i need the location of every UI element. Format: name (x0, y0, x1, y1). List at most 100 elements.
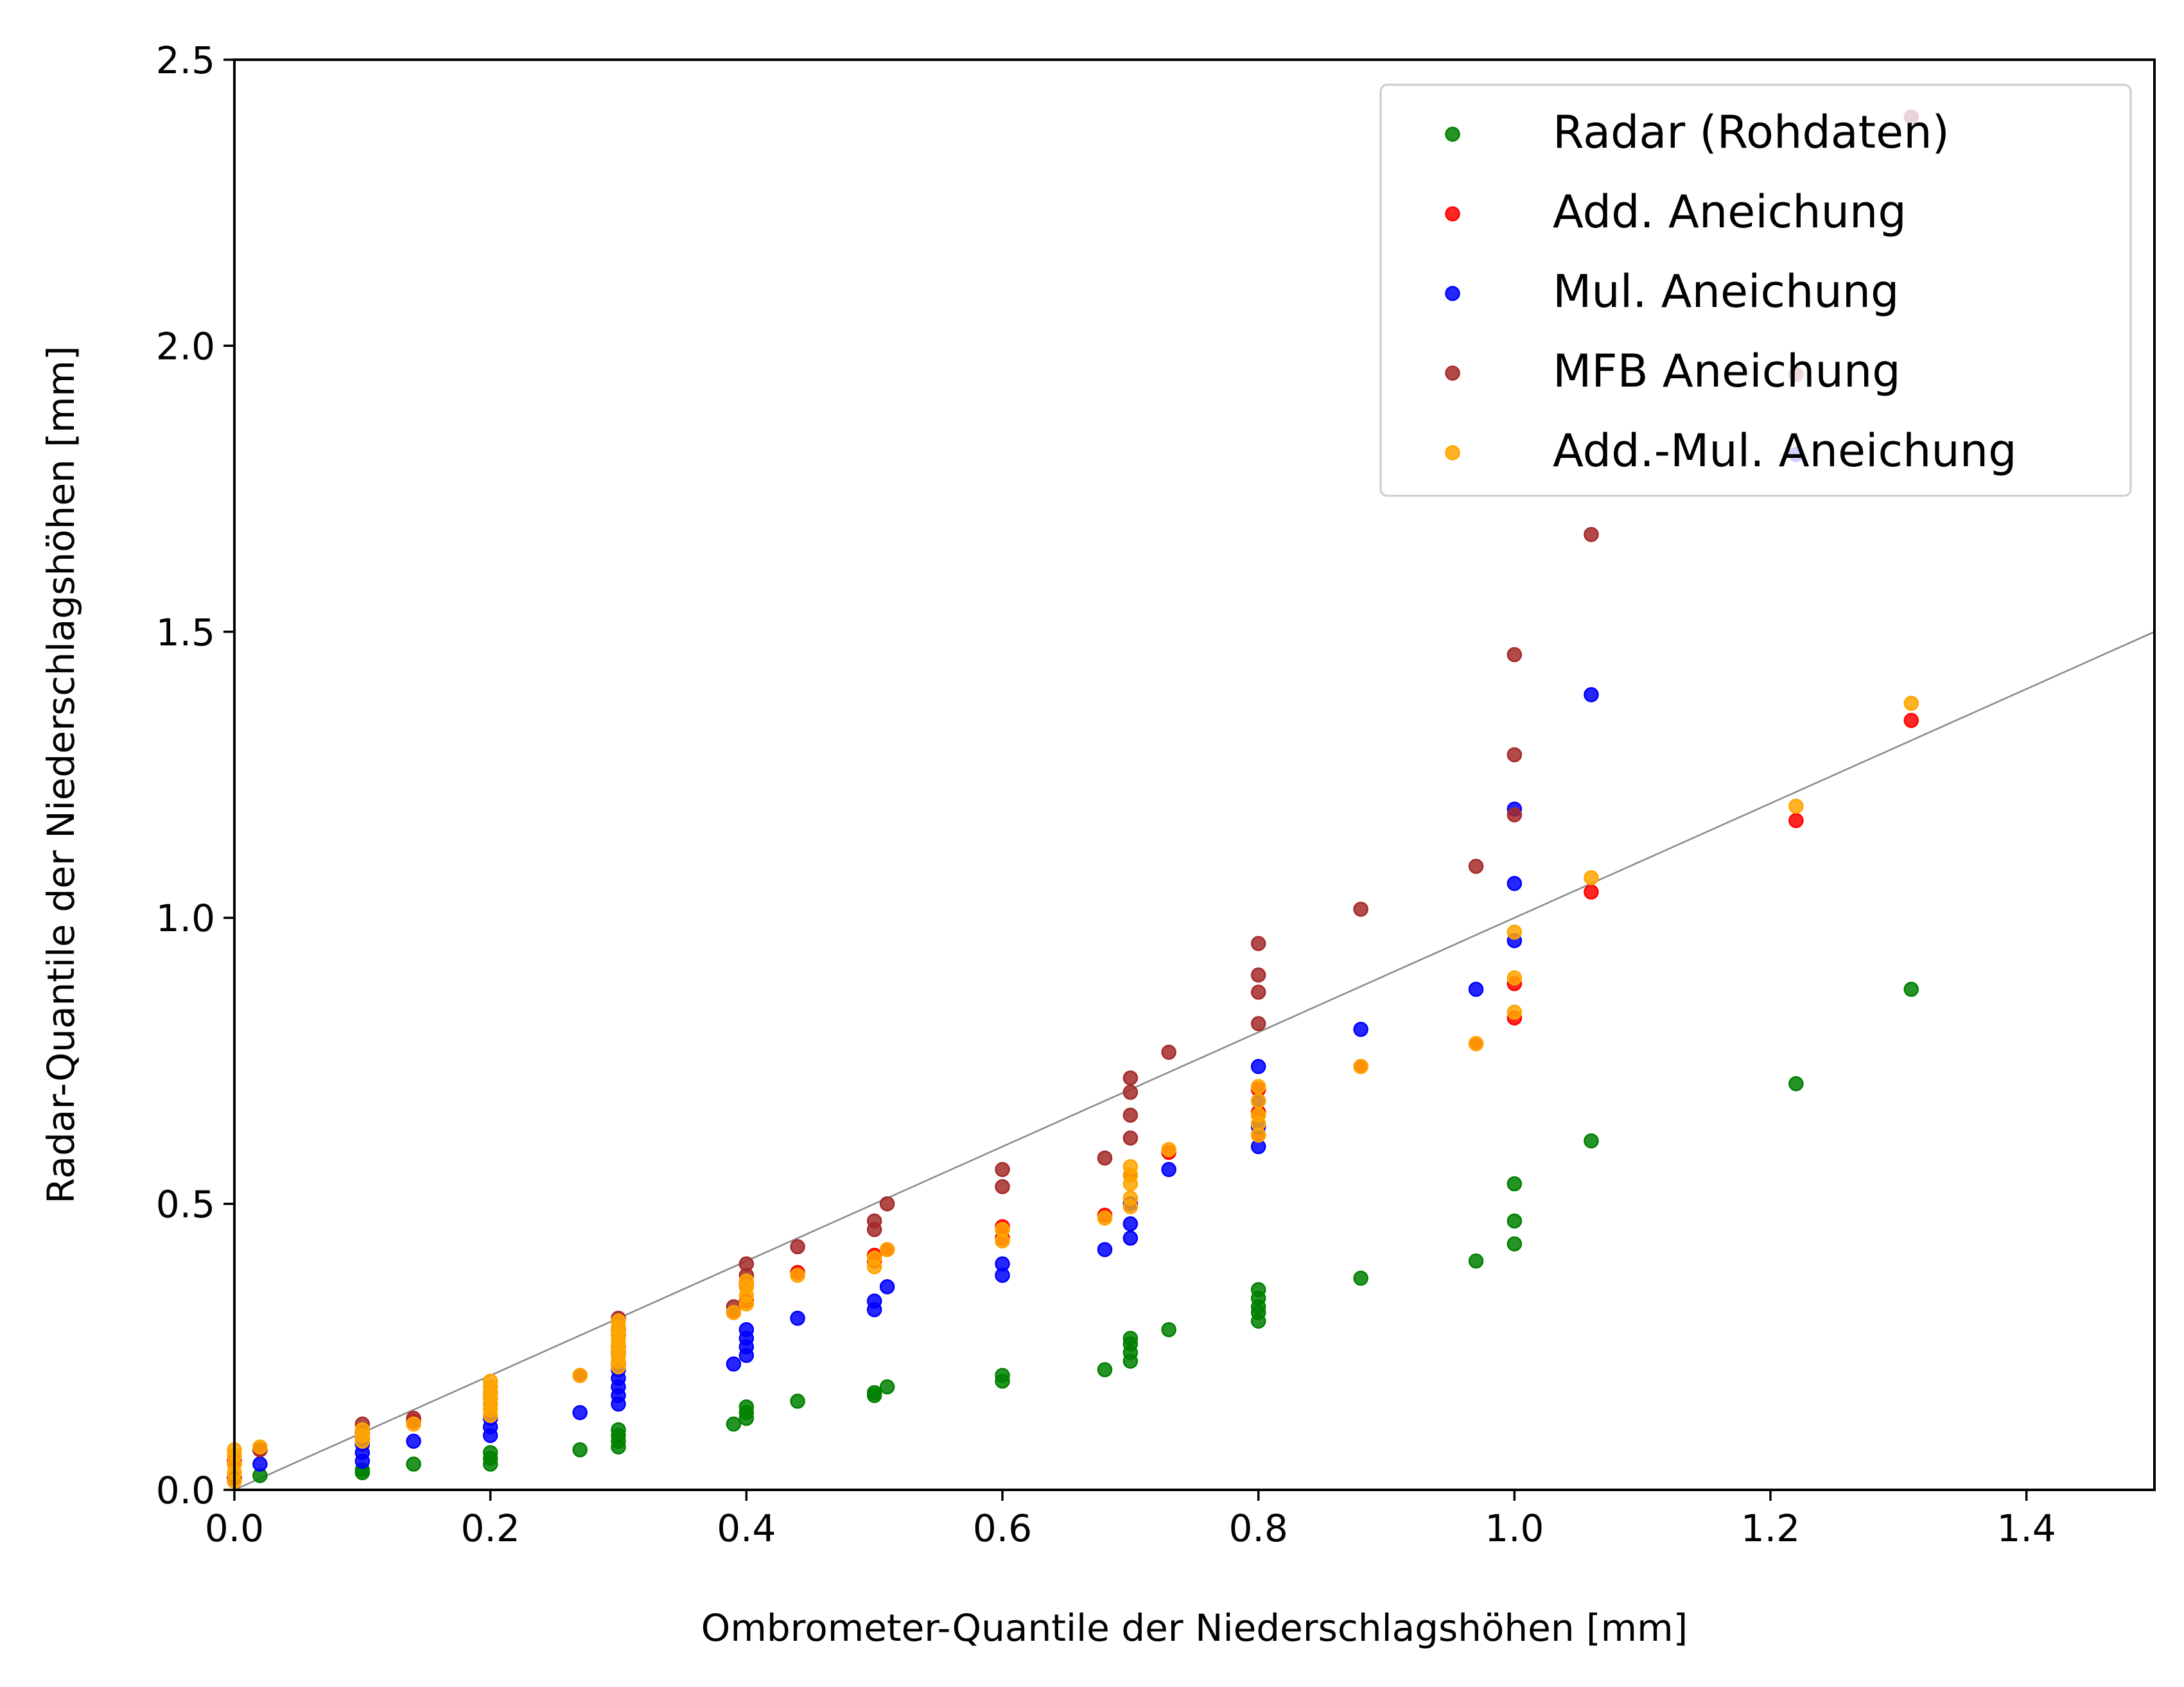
data-point (866, 1293, 882, 1309)
data-point (1507, 1213, 1523, 1229)
data-point (1903, 713, 1919, 728)
data-point (1507, 747, 1523, 763)
data-point (1468, 859, 1484, 874)
data-point (1468, 1253, 1484, 1269)
legend-label: MFB Aneichung (1553, 345, 1901, 398)
data-point (1903, 695, 1919, 711)
data-point (1507, 876, 1523, 891)
data-point (1507, 1236, 1523, 1252)
data-point (1353, 1022, 1368, 1037)
reference-line (234, 631, 2155, 1491)
data-point (879, 1196, 895, 1212)
data-point (406, 1416, 421, 1432)
y-tick-label: 1.5 (156, 611, 215, 654)
legend-label: Radar (Rohdaten) (1553, 106, 1950, 159)
legend: Radar (Rohdaten) Add. Aneichung Mul. Aneic… (1379, 83, 2132, 497)
data-point (1507, 924, 1523, 940)
legend-marker (1445, 365, 1460, 381)
data-point (1250, 936, 1266, 952)
data-point (1507, 1004, 1523, 1020)
legend-marker (1445, 127, 1460, 142)
legend-item: MFB Aneichung (1445, 345, 1901, 398)
legend-item: Mul. Aneichung (1445, 265, 1900, 318)
data-point (1123, 1107, 1139, 1123)
data-point (1123, 1190, 1139, 1206)
legend-item: Radar (Rohdaten) (1445, 106, 1950, 159)
data-point (738, 1322, 755, 1338)
y-axis-ticks: 0.0 0.5 1.0 1.5 2.0 2.5 (156, 39, 234, 1512)
legend-item: Add. Aneichung (1445, 186, 1907, 238)
legend-box (1379, 83, 2132, 497)
data-point (866, 1213, 882, 1229)
data-point (1584, 687, 1599, 703)
data-point (995, 1221, 1010, 1237)
data-point (790, 1394, 805, 1409)
x-tick-label: 0.4 (717, 1507, 776, 1550)
y-tick-label: 0.0 (156, 1469, 215, 1512)
x-tick-label: 1.4 (1997, 1507, 2056, 1550)
data-point (1123, 1230, 1139, 1246)
data-point (726, 1305, 742, 1320)
data-point (1353, 1059, 1368, 1074)
x-axis-ticks: 0.0 0.2 0.4 0.6 0.8 1.0 1.2 1.4 (205, 1490, 2056, 1550)
data-point (738, 1273, 755, 1289)
data-point (1468, 1036, 1484, 1051)
x-tick-label: 0.8 (1229, 1507, 1288, 1550)
data-point (1584, 870, 1599, 886)
data-point (866, 1250, 882, 1266)
data-point (1161, 1322, 1176, 1338)
data-point (1250, 1059, 1266, 1074)
data-point (726, 1416, 742, 1432)
data-point (1468, 981, 1484, 997)
data-point (1788, 1076, 1804, 1092)
x-tick-label: 0.6 (973, 1507, 1032, 1550)
data-point (1250, 967, 1266, 983)
reference-line-layer (234, 631, 2155, 1491)
legend-marker (1445, 206, 1460, 222)
data-point (1097, 1150, 1113, 1166)
x-axis-label: Ombrometer-Quantile der Niederschlagshöh… (701, 1606, 1688, 1650)
series-5 (227, 695, 1919, 1489)
data-point (1507, 807, 1523, 823)
x-tick-label: 0.0 (205, 1507, 264, 1550)
data-point (1507, 647, 1523, 663)
data-point (726, 1356, 742, 1372)
data-point (1123, 1158, 1139, 1175)
data-point (1097, 1362, 1113, 1377)
data-point (1123, 1331, 1139, 1346)
legend-label: Add. Aneichung (1553, 186, 1907, 238)
data-point (1161, 1142, 1176, 1157)
data-point (1353, 1270, 1368, 1286)
data-point (995, 1179, 1010, 1194)
y-tick-label: 2.5 (156, 39, 215, 82)
data-point (790, 1311, 805, 1326)
data-point (572, 1404, 588, 1420)
data-point (1584, 527, 1599, 543)
data-point (1250, 1282, 1266, 1297)
data-point (406, 1433, 421, 1449)
data-point (482, 1373, 498, 1389)
data-point (1123, 1085, 1139, 1100)
data-point (572, 1368, 588, 1383)
data-point (1250, 1079, 1266, 1094)
data-point (1123, 1070, 1139, 1086)
y-tick-label: 2.0 (156, 324, 215, 368)
data-point (252, 1439, 268, 1455)
data-point (482, 1445, 498, 1460)
series-3 (227, 109, 1919, 1486)
x-tick-label: 1.0 (1485, 1507, 1544, 1550)
legend-item: Add.-Mul. Aneichung (1445, 424, 2017, 477)
data-point (1903, 981, 1919, 997)
data-point (995, 1368, 1010, 1383)
data-points-layer (227, 109, 1919, 1489)
data-point (1507, 970, 1523, 986)
data-point (1161, 1162, 1176, 1177)
series-1 (252, 981, 1919, 1483)
data-point (1097, 1242, 1113, 1257)
legend-marker (1445, 286, 1460, 301)
data-point (1123, 1216, 1139, 1232)
data-point (1507, 1176, 1523, 1192)
data-point (1250, 1016, 1266, 1031)
